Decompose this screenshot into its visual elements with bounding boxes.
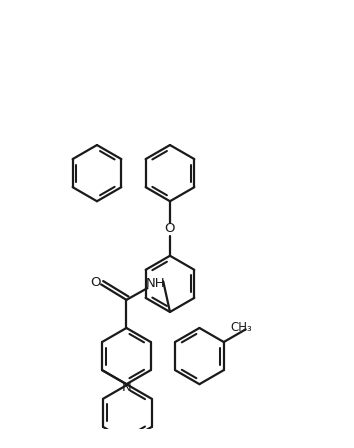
- Text: O: O: [90, 276, 101, 289]
- Text: N: N: [121, 381, 131, 394]
- Text: CH₃: CH₃: [231, 321, 253, 334]
- Text: NH: NH: [146, 277, 166, 290]
- Text: O: O: [165, 222, 175, 235]
